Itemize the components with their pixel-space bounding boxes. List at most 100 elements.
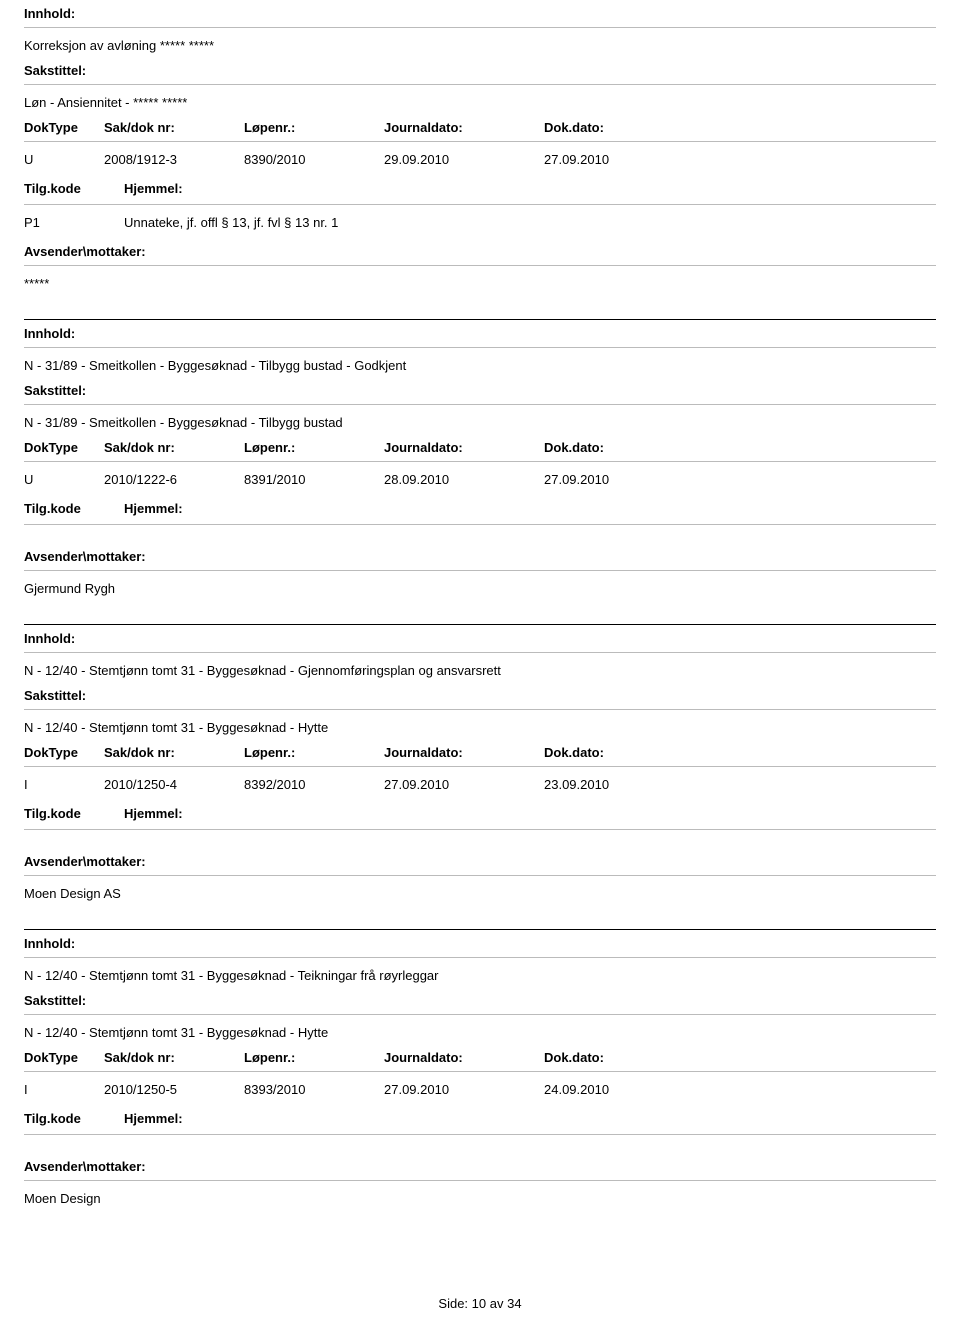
- lopenr-header: Løpenr.:: [244, 440, 384, 455]
- column-values: I 2010/1250-4 8392/2010 27.09.2010 23.09…: [24, 777, 936, 792]
- hjemmel-header: Hjemmel:: [124, 806, 183, 821]
- sakstittel-label: Sakstittel:: [24, 63, 936, 78]
- column-values: I 2010/1250-5 8393/2010 27.09.2010 24.09…: [24, 1082, 936, 1097]
- headers-underline: [24, 766, 936, 767]
- tilg-headers: Tilg.kode Hjemmel:: [24, 181, 936, 198]
- tilgkode-header: Tilg.kode: [24, 181, 124, 196]
- tilg-headers: Tilg.kode Hjemmel:: [24, 1111, 936, 1128]
- avsender-underline: [24, 265, 936, 266]
- doktype-value: I: [24, 1082, 104, 1097]
- column-headers: DokType Sak/dok nr: Løpenr.: Journaldato…: [24, 120, 936, 135]
- innhold-label: Innhold:: [24, 936, 936, 951]
- tilgkode-header: Tilg.kode: [24, 501, 124, 516]
- avsender-label: Avsender\mottaker:: [24, 854, 936, 869]
- doktype-value: U: [24, 472, 104, 487]
- innhold-label: Innhold:: [24, 326, 936, 341]
- page-footer: Side: 10 av 34: [24, 1296, 936, 1311]
- avsender-value: Moen Design: [24, 1191, 936, 1206]
- tilgkode-header: Tilg.kode: [24, 806, 124, 821]
- journaldato-header: Journaldato:: [384, 440, 544, 455]
- journaldato-value: 28.09.2010: [384, 472, 544, 487]
- avsender-label: Avsender\mottaker:: [24, 549, 936, 564]
- doktype-value: I: [24, 777, 104, 792]
- doktype-value: U: [24, 152, 104, 167]
- lopenr-header: Løpenr.:: [244, 1050, 384, 1065]
- tilg-values: P1 Unnateke, jf. offl § 13, jf. fvl § 13…: [24, 215, 936, 230]
- record: Innhold: N - 12/40 - Stemtjønn tomt 31 - …: [24, 624, 936, 901]
- lopenr-value: 8390/2010: [244, 152, 384, 167]
- doktype-header: DokType: [24, 1050, 104, 1065]
- sakdoknr-value: 2010/1250-4: [104, 777, 244, 792]
- sakstittel-underline: [24, 709, 936, 710]
- dokdato-header: Dok.dato:: [544, 120, 684, 135]
- tilg-underline: [24, 524, 936, 525]
- column-headers: DokType Sak/dok nr: Løpenr.: Journaldato…: [24, 440, 936, 455]
- column-values: U 2010/1222-6 8391/2010 28.09.2010 27.09…: [24, 472, 936, 487]
- dokdato-value: 23.09.2010: [544, 777, 684, 792]
- tilg-headers: Tilg.kode Hjemmel:: [24, 501, 936, 518]
- journaldato-header: Journaldato:: [384, 1050, 544, 1065]
- sakdoknr-value: 2010/1250-5: [104, 1082, 244, 1097]
- sakdoknr-header: Sak/dok nr:: [104, 745, 244, 760]
- dokdato-header: Dok.dato:: [544, 1050, 684, 1065]
- innhold-value: N - 31/89 - Smeitkollen - Byggesøknad - …: [24, 358, 936, 373]
- innhold-underline: [24, 652, 936, 653]
- avsender-value: *****: [24, 276, 936, 291]
- sakstittel-label: Sakstittel:: [24, 993, 936, 1008]
- sakdoknr-header: Sak/dok nr:: [104, 440, 244, 455]
- record-divider: [24, 624, 936, 625]
- sakstittel-label: Sakstittel:: [24, 383, 936, 398]
- tilg-headers: Tilg.kode Hjemmel:: [24, 806, 936, 823]
- record-divider: [24, 319, 936, 320]
- sakstittel-value: N - 12/40 - Stemtjønn tomt 31 - Byggesøk…: [24, 720, 936, 735]
- sakstittel-underline: [24, 84, 936, 85]
- sakdoknr-value: 2010/1222-6: [104, 472, 244, 487]
- avsender-underline: [24, 875, 936, 876]
- journaldato-value: 29.09.2010: [384, 152, 544, 167]
- total-pages: 34: [507, 1296, 521, 1311]
- tilg-underline: [24, 1134, 936, 1135]
- tilg-underline: [24, 829, 936, 830]
- headers-underline: [24, 461, 936, 462]
- column-headers: DokType Sak/dok nr: Løpenr.: Journaldato…: [24, 1050, 936, 1065]
- innhold-value: Korreksjon av avløning ***** *****: [24, 38, 936, 53]
- innhold-label: Innhold:: [24, 6, 936, 21]
- column-values: U 2008/1912-3 8390/2010 29.09.2010 27.09…: [24, 152, 936, 167]
- innhold-underline: [24, 957, 936, 958]
- dokdato-value: 27.09.2010: [544, 472, 684, 487]
- headers-underline: [24, 1071, 936, 1072]
- lopenr-header: Løpenr.:: [244, 120, 384, 135]
- record-divider: [24, 929, 936, 930]
- innhold-underline: [24, 347, 936, 348]
- innhold-label: Innhold:: [24, 631, 936, 646]
- sakstittel-underline: [24, 404, 936, 405]
- tilgkode-value: P1: [24, 215, 124, 230]
- sakstittel-underline: [24, 1014, 936, 1015]
- tilg-underline: [24, 204, 936, 205]
- sakdoknr-value: 2008/1912-3: [104, 152, 244, 167]
- sakdoknr-header: Sak/dok nr:: [104, 1050, 244, 1065]
- dokdato-header: Dok.dato:: [544, 745, 684, 760]
- doktype-header: DokType: [24, 120, 104, 135]
- hjemmel-value: Unnateke, jf. offl § 13, jf. fvl § 13 nr…: [124, 215, 338, 230]
- record: Innhold: Korreksjon av avløning ***** ***…: [24, 6, 936, 291]
- column-headers: DokType Sak/dok nr: Løpenr.: Journaldato…: [24, 745, 936, 760]
- avsender-label: Avsender\mottaker:: [24, 244, 936, 259]
- record: Innhold: N - 12/40 - Stemtjønn tomt 31 - …: [24, 929, 936, 1206]
- lopenr-header: Løpenr.:: [244, 745, 384, 760]
- record: Innhold: N - 31/89 - Smeitkollen - Bygges…: [24, 319, 936, 596]
- avsender-value: Gjermund Rygh: [24, 581, 936, 596]
- sakdoknr-header: Sak/dok nr:: [104, 120, 244, 135]
- sakstittel-value: Løn - Ansiennitet - ***** *****: [24, 95, 936, 110]
- side-label: Side:: [438, 1296, 468, 1311]
- innhold-value: N - 12/40 - Stemtjønn tomt 31 - Byggesøk…: [24, 968, 936, 983]
- lopenr-value: 8391/2010: [244, 472, 384, 487]
- dokdato-value: 24.09.2010: [544, 1082, 684, 1097]
- avsender-underline: [24, 1180, 936, 1181]
- avsender-label: Avsender\mottaker:: [24, 1159, 936, 1174]
- journaldato-header: Journaldato:: [384, 120, 544, 135]
- headers-underline: [24, 141, 936, 142]
- dokdato-header: Dok.dato:: [544, 440, 684, 455]
- sakstittel-value: N - 31/89 - Smeitkollen - Byggesøknad - …: [24, 415, 936, 430]
- av-label: av: [490, 1296, 504, 1311]
